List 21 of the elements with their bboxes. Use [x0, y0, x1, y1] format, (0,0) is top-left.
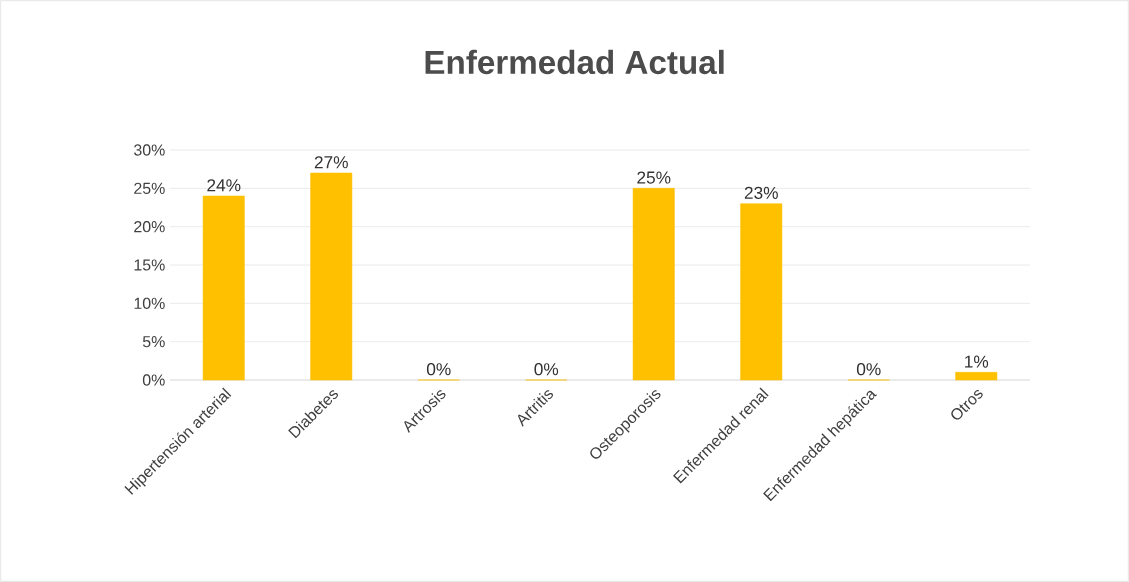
bar [632, 188, 675, 381]
data-label: 27% [314, 156, 348, 169]
data-label: 24% [207, 179, 241, 192]
bar [740, 203, 783, 381]
bar [202, 195, 245, 381]
y-tick-label: 0% [142, 374, 165, 386]
bar [310, 172, 353, 381]
data-label: 0% [426, 363, 451, 376]
y-tick-label: 30% [134, 144, 165, 156]
y-tick-label: 5% [142, 336, 165, 348]
data-label: 23% [744, 186, 778, 199]
y-tick-label: 10% [134, 297, 165, 309]
data-label: 25% [637, 171, 671, 184]
y-tick-label: 15% [134, 259, 165, 271]
data-label: 0% [856, 363, 881, 376]
y-tick-label: 20% [134, 221, 165, 233]
data-label: 1% [965, 355, 989, 368]
data-label: 0% [534, 363, 559, 376]
y-tick-label: 25% [134, 182, 165, 194]
chart-title: Enfermedad Actual [425, 49, 724, 75]
bar [955, 372, 998, 381]
